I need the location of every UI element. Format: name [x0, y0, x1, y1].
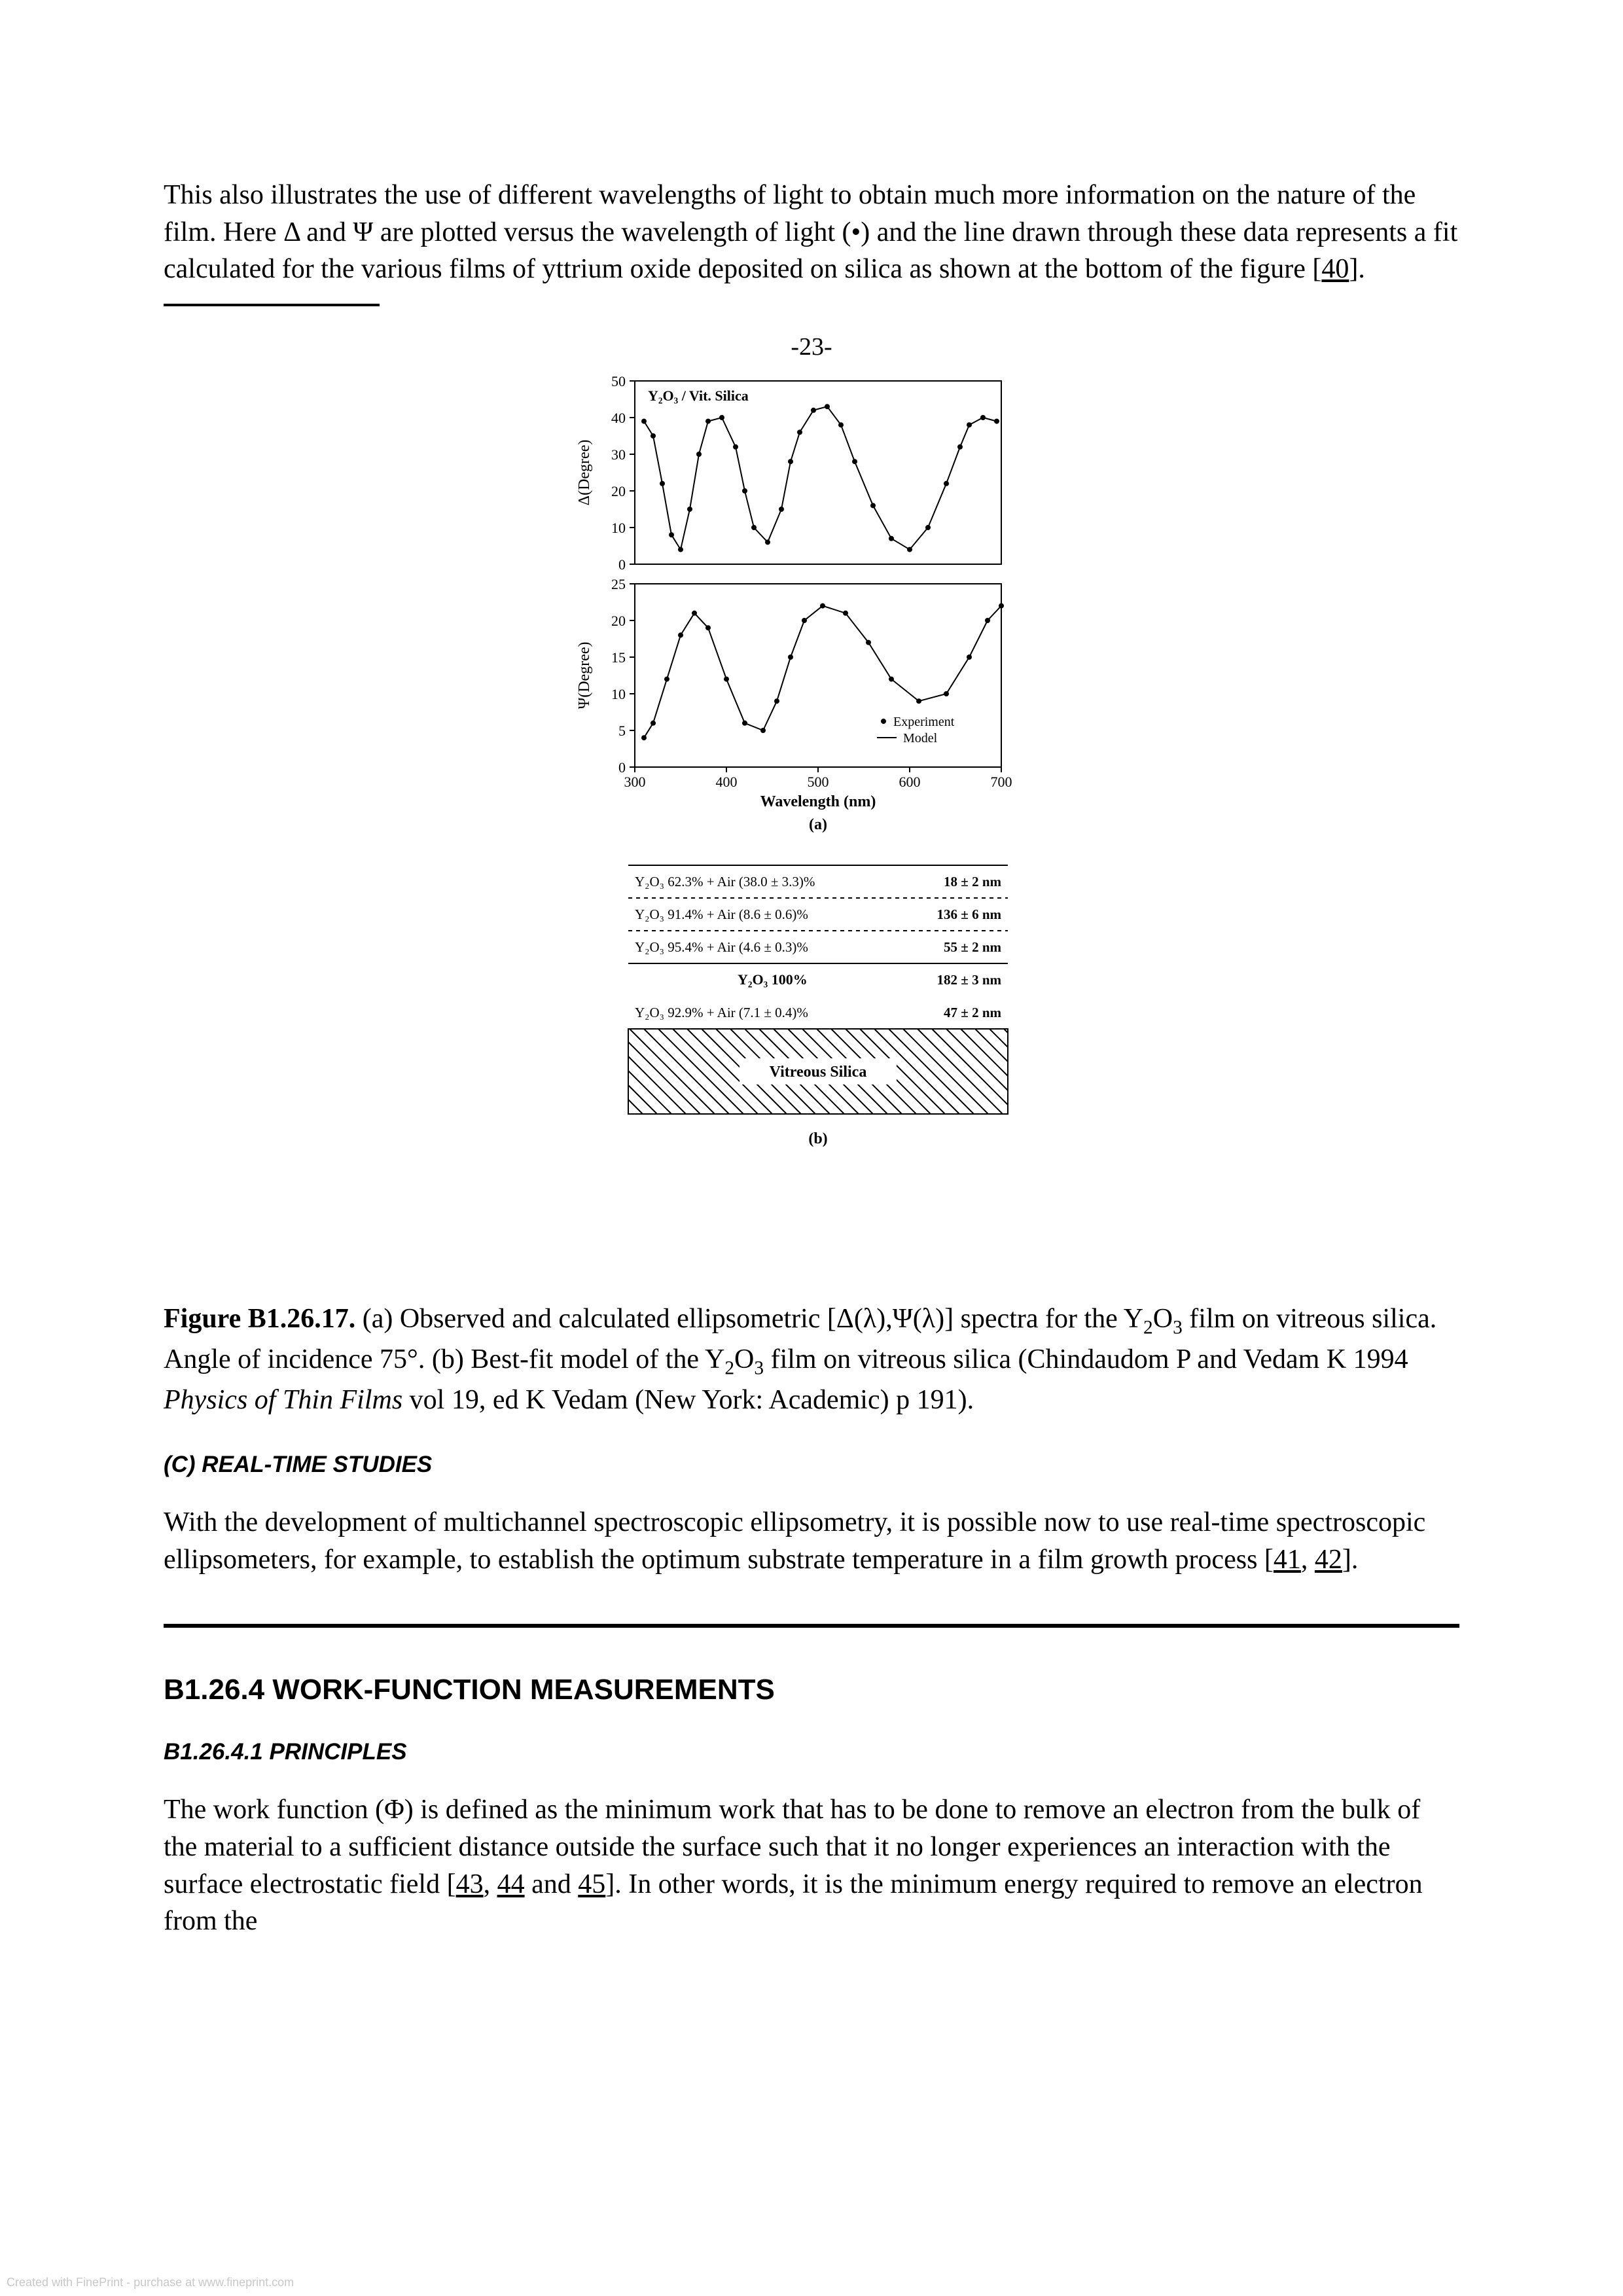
svg-text:25: 25 — [611, 576, 626, 592]
svg-text:Y₂O₃ 92.9% + Air (7.1 ± 0.4)%: Y₂O₃ 92.9% + Air (7.1 ± 0.4)% — [635, 1005, 808, 1020]
svg-text:40: 40 — [611, 410, 626, 426]
svg-text:Y₂O₃ 91.4% + Air (8.6 ± 0.6)%: Y₂O₃ 91.4% + Air (8.6 ± 0.6)% — [635, 906, 808, 922]
svg-text:Y₂O₃ 95.4% + Air (4.6 ± 0.3)%: Y₂O₃ 95.4% + Air (4.6 ± 0.3)% — [635, 939, 808, 955]
svg-text:47 ± 2 nm: 47 ± 2 nm — [944, 1005, 1001, 1020]
ref-42[interactable]: 42 — [1315, 1545, 1342, 1575]
svg-text:Model: Model — [903, 731, 938, 745]
svg-text:10: 10 — [611, 520, 626, 536]
para-wf-mid2: and — [525, 1869, 579, 1899]
caption-part-c: film on vitreous silica (Chindaudom P an… — [764, 1344, 1408, 1374]
ref-44[interactable]: 44 — [497, 1869, 525, 1899]
svg-text:600: 600 — [899, 774, 921, 790]
svg-text:Ψ(Degree): Ψ(Degree) — [576, 642, 593, 709]
paragraph-realtime: With the development of multichannel spe… — [164, 1504, 1459, 1578]
svg-text:(b): (b) — [808, 1130, 827, 1147]
svg-text:Vitreous Silica: Vitreous Silica — [770, 1064, 867, 1081]
svg-text:5: 5 — [618, 723, 626, 739]
footer-fineprint: Created with FinePrint - purchase at www… — [7, 2276, 294, 2289]
svg-text:10: 10 — [611, 686, 626, 702]
svg-text:Y₂O₃ 62.3% + Air (38.0 ± 3.3)%: Y₂O₃ 62.3% + Air (38.0 ± 3.3)% — [635, 874, 815, 889]
caption-part-d: vol 19, ed K Vedam (New York: Academic) … — [402, 1385, 974, 1415]
svg-text:Experiment: Experiment — [893, 715, 955, 729]
svg-text:18 ± 2 nm: 18 ± 2 nm — [944, 874, 1001, 889]
intro-paragraph: This also illustrates the use of differe… — [164, 177, 1459, 288]
svg-text:500: 500 — [808, 774, 829, 790]
svg-text:700: 700 — [991, 774, 1012, 790]
svg-text:300: 300 — [624, 774, 646, 790]
svg-text:50: 50 — [611, 373, 626, 389]
paragraph-workfunction: The work function (Φ) is defined as the … — [164, 1791, 1459, 1940]
svg-text:Wavelength (nm): Wavelength (nm) — [760, 793, 876, 810]
svg-text:Δ(Degree): Δ(Degree) — [576, 440, 593, 506]
separator-full — [164, 1624, 1459, 1628]
page-container: This also illustrates the use of differe… — [0, 0, 1623, 2012]
separator-short — [164, 304, 380, 306]
intro-text: This also illustrates the use of differe… — [164, 180, 1457, 284]
figure-caption: Figure B1.26.17. (a) Observed and calcul… — [164, 1300, 1459, 1419]
ref-41[interactable]: 41 — [1274, 1545, 1301, 1575]
caption-label: Figure B1.26.17. — [164, 1304, 355, 1334]
svg-text:15: 15 — [611, 649, 626, 666]
ref-45[interactable]: 45 — [578, 1869, 605, 1899]
svg-text:0: 0 — [618, 556, 626, 573]
para-c-end: ]. — [1342, 1545, 1359, 1575]
svg-text:Y₂O₃ 100%: Y₂O₃ 100% — [738, 971, 808, 988]
ref-43[interactable]: 43 — [456, 1869, 484, 1899]
svg-text:400: 400 — [716, 774, 738, 790]
para-wf-mid1: , — [484, 1869, 497, 1899]
section-head-workfunction: B1.26.4 WORK-FUNCTION MEASUREMENTS — [164, 1674, 1459, 1706]
subhead-c-realtime: (C) REAL-TIME STUDIES — [164, 1452, 1459, 1478]
para-c-text: With the development of multichannel spe… — [164, 1507, 1425, 1575]
figure-svg: 01020304050Δ(Degree)Y₂O₃ / Vit. Silica05… — [543, 368, 1080, 1271]
svg-text:Y₂O₃ / Vit. Silica: Y₂O₃ / Vit. Silica — [648, 387, 749, 404]
para-c-mid: , — [1301, 1545, 1315, 1575]
subhead-principles: B1.26.4.1 PRINCIPLES — [164, 1739, 1459, 1765]
ref-40[interactable]: 40 — [1321, 254, 1349, 284]
caption-italic: Physics of Thin Films — [164, 1385, 402, 1415]
caption-part-a: (a) Observed and calculated ellipsometri… — [355, 1304, 1143, 1334]
page-number: -23- — [164, 332, 1459, 361]
svg-text:30: 30 — [611, 446, 626, 463]
intro-end: ]. — [1349, 254, 1365, 284]
svg-text:55 ± 2 nm: 55 ± 2 nm — [944, 939, 1001, 955]
svg-text:182 ± 3 nm: 182 ± 3 nm — [937, 972, 1002, 988]
svg-text:136 ± 6 nm: 136 ± 6 nm — [937, 906, 1002, 922]
svg-text:(a): (a) — [809, 816, 827, 833]
svg-text:20: 20 — [611, 613, 626, 629]
svg-text:20: 20 — [611, 483, 626, 499]
figure-b1-26-17: 01020304050Δ(Degree)Y₂O₃ / Vit. Silica05… — [164, 368, 1459, 1274]
